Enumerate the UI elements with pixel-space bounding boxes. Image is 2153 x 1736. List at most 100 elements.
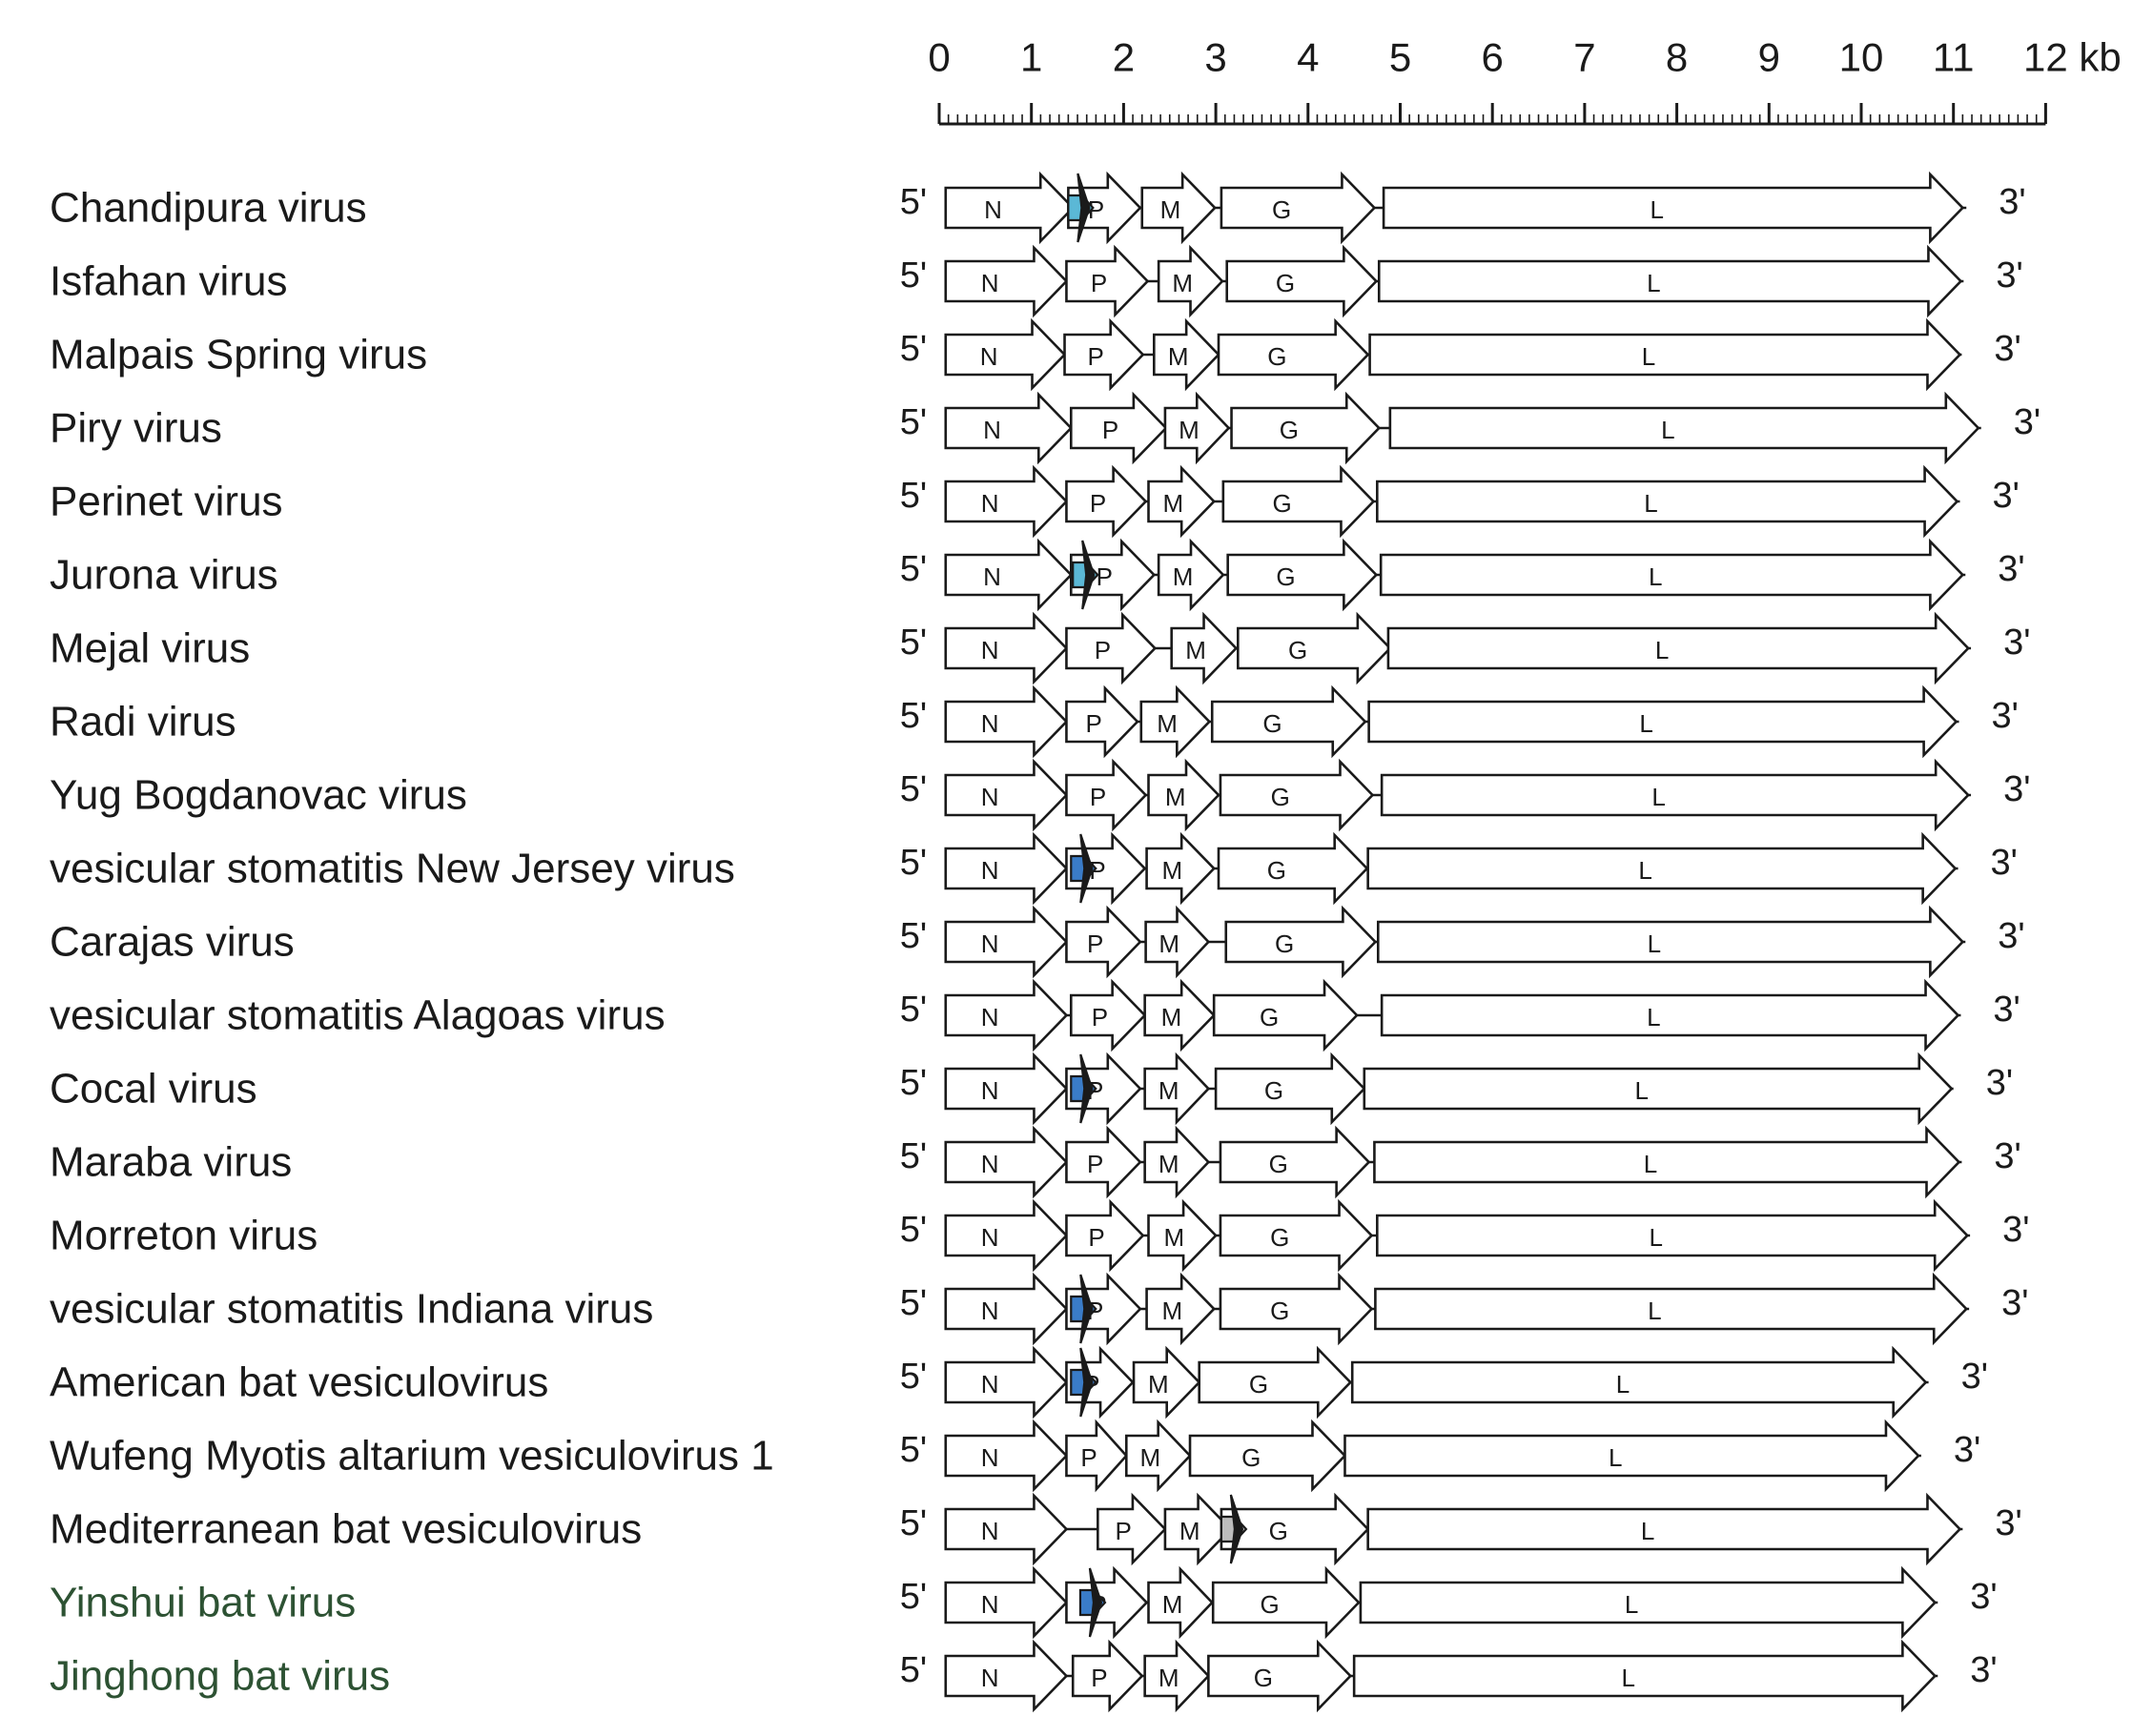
gene-g-arrow (1224, 905, 1378, 979)
gene-m-arrow (1143, 978, 1216, 1052)
gene-l-label: L (1609, 1443, 1622, 1472)
gene-g-label: G (1276, 562, 1295, 591)
five-prime-label: 5' (900, 549, 927, 589)
gene-m-label: M (1162, 1297, 1183, 1325)
five-prime-label: 5' (900, 769, 927, 809)
gene-n-label: N (981, 1076, 999, 1105)
virus-name: Morreton virus (50, 1213, 318, 1259)
five-prime-label: 5' (900, 990, 927, 1030)
accessory-orf-spike (1229, 1494, 1244, 1564)
gene-m-label: M (1172, 269, 1193, 297)
gene-m-arrow (1144, 905, 1211, 979)
three-prime-label: 3' (2001, 1283, 2028, 1323)
gene-p-label: P (1091, 269, 1107, 297)
gene-p-arrow (1069, 978, 1147, 1052)
gene-p-arrow (1065, 1565, 1149, 1640)
three-prime-label: 3' (2002, 1210, 2029, 1250)
gene-l-label: L (1648, 929, 1661, 958)
gene-p-label: P (1086, 709, 1102, 738)
gene-n-label: N (981, 1443, 999, 1472)
gene-l-label: L (1644, 1150, 1657, 1178)
accessory-orf-spike (1076, 173, 1091, 243)
gene-g-label: G (1262, 709, 1282, 738)
gene-p-arrow (1065, 611, 1158, 685)
gene-m-label: M (1159, 1076, 1179, 1105)
gene-g-arrow (1221, 464, 1376, 539)
gene-m-label: M (1160, 195, 1181, 224)
gene-m-arrow (1139, 684, 1212, 759)
gene-p-label: P (1090, 489, 1106, 518)
gene-p-arrow (1071, 1639, 1144, 1713)
gene-n-arrow (944, 464, 1069, 539)
gene-m-arrow (1140, 171, 1217, 245)
gene-p-arrow (1097, 1492, 1167, 1566)
scale-tick-label: 8 (1666, 35, 1688, 80)
gene-g-label: G (1260, 1590, 1279, 1619)
gene-g-label: G (1271, 783, 1290, 811)
gene-n-arrow (944, 1565, 1069, 1640)
gene-g-arrow (1230, 391, 1382, 465)
gene-g-arrow (1219, 1125, 1371, 1199)
accessory-orf-spike (1079, 1347, 1094, 1418)
gene-l-label: L (1625, 1590, 1638, 1619)
gene-m-arrow (1157, 538, 1225, 612)
gene-n-arrow (944, 1419, 1069, 1493)
gene-n-arrow (944, 317, 1067, 392)
genome-row: Isfahan virus 5' N P M G L 3' (50, 244, 2023, 318)
gene-p-label: P (1092, 1003, 1108, 1031)
gene-n-label: N (981, 1370, 999, 1399)
virus-name: Mejal virus (50, 625, 250, 672)
gene-n-arrow (944, 611, 1069, 685)
gene-l-label: L (1642, 342, 1655, 371)
three-prime-label: 3' (1994, 329, 2020, 369)
virus-name: Yug Bogdanovac virus (50, 772, 467, 819)
genome-row: Carajas virus 5' N P M G L 3' (50, 905, 2025, 979)
gene-l-arrow (1376, 905, 1965, 979)
gene-p-arrow (1065, 244, 1150, 318)
gene-n-arrow (944, 905, 1069, 979)
gene-p-arrow (1065, 684, 1139, 759)
gene-m-arrow (1153, 317, 1220, 392)
gene-l-label: L (1644, 489, 1657, 518)
gene-m-arrow (1163, 391, 1231, 465)
virus-name: Cocal virus (50, 1066, 257, 1113)
gene-p-label: P (1090, 783, 1106, 811)
gene-m-arrow (1170, 611, 1239, 685)
gene-n-label: N (981, 1150, 999, 1178)
scale-tick-label: 2 (1113, 35, 1135, 80)
virus-name: Isfahan virus (50, 258, 287, 305)
virus-name: Mediterranean bat vesiculovirus (50, 1506, 642, 1553)
five-prime-label: 5' (900, 255, 927, 296)
gene-p-arrow (1065, 1125, 1142, 1199)
gene-n-arrow (944, 1272, 1069, 1346)
kb-scale-bar: 0 1 2 3 4 5 6 7 8 9 10 11 12 kb (928, 35, 2122, 126)
virus-name: Piry virus (50, 405, 222, 452)
gene-p-label: P (1091, 1664, 1107, 1692)
accessory-orf-spike (1088, 1567, 1103, 1638)
gene-l-label: L (1661, 416, 1674, 444)
scale-tick-label: 12 (2023, 35, 2068, 80)
gene-g-label: G (1272, 195, 1291, 224)
genome-row: Perinet virus 5' N P M G L 3' (50, 464, 2020, 539)
gene-g-arrow (1220, 171, 1377, 245)
gene-m-arrow (1147, 1565, 1215, 1640)
genome-row: Radi virus 5' N P M G L 3' (50, 684, 2019, 759)
gene-n-arrow (944, 538, 1074, 612)
five-prime-label: 5' (900, 623, 927, 663)
gene-n-arrow (944, 1125, 1069, 1199)
gene-m-arrow (1145, 1272, 1216, 1346)
gene-n-arrow (944, 391, 1074, 465)
gene-p-label: P (1087, 1150, 1103, 1178)
gene-g-arrow (1237, 611, 1392, 685)
gene-n-arrow (944, 1198, 1069, 1273)
five-prime-label: 5' (900, 182, 927, 222)
gene-p-label: P (1088, 195, 1104, 224)
gene-l-arrow (1366, 1492, 1962, 1566)
gene-m-arrow (1143, 1639, 1211, 1713)
gene-m-label: M (1159, 929, 1179, 958)
five-prime-label: 5' (900, 916, 927, 956)
gene-n-arrow (944, 978, 1069, 1052)
scale-tick-label: 10 (1839, 35, 1884, 80)
gene-p-label: P (1102, 416, 1118, 444)
genome-row: vesicular stomatitis Indiana virus5'NPMG… (50, 1272, 2029, 1346)
